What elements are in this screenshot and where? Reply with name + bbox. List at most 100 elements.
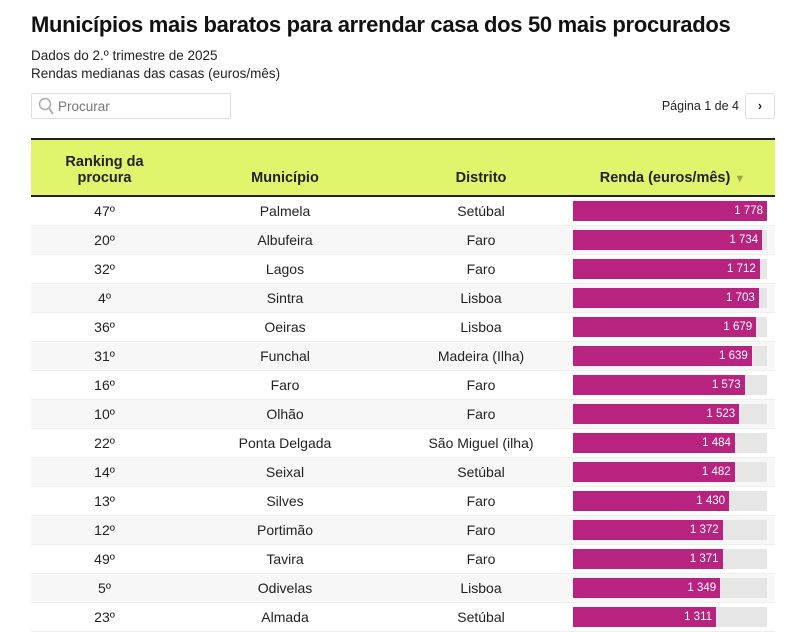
- cell-municipio: Seixal: [178, 457, 392, 487]
- cell-rank: 47º: [31, 196, 178, 226]
- search-input[interactable]: Procurar: [31, 93, 231, 119]
- data-table: Ranking da procura Município Distrito Re…: [31, 138, 775, 632]
- next-page-button[interactable]: ›: [745, 93, 775, 119]
- table-row: 5º Odivelas Lisboa 1 349: [31, 573, 775, 603]
- cell-renda: 1 703: [570, 283, 775, 313]
- column-header-distrito[interactable]: Distrito: [455, 170, 507, 186]
- cell-renda: 1 639: [570, 341, 775, 371]
- cell-municipio: Oeiras: [178, 312, 392, 342]
- cell-rank: 16º: [31, 370, 178, 400]
- subtitle-units: Rendas medianas das casas (euros/mês): [31, 66, 281, 81]
- cell-municipio: Silves: [178, 486, 392, 516]
- bar-track: 1 371: [573, 549, 767, 569]
- renda-bar: 1 523: [573, 404, 740, 424]
- cell-distrito: Lisboa: [392, 312, 570, 342]
- cell-distrito: Faro: [392, 254, 570, 284]
- cell-municipio: Odivelas: [178, 573, 392, 603]
- table-row: 13º Silves Faro 1 430: [31, 486, 775, 516]
- renda-bar: 1 734: [573, 230, 763, 250]
- cell-renda: 1 484: [570, 428, 775, 458]
- search-placeholder: Procurar: [58, 98, 110, 114]
- cell-rank: 10º: [31, 399, 178, 429]
- bar-track: 1 430: [573, 491, 767, 511]
- cell-renda: 1 311: [570, 602, 775, 632]
- renda-bar: 1 372: [573, 520, 723, 540]
- pagination: Página 1 de 4 ›: [662, 93, 775, 119]
- table-row: 36º Oeiras Lisboa 1 679: [31, 312, 775, 342]
- cell-rank: 23º: [31, 602, 178, 632]
- column-header-renda[interactable]: Renda (euros/mês) ▼: [599, 170, 746, 186]
- bar-track: 1 349: [573, 578, 767, 598]
- cell-distrito: Lisboa: [392, 573, 570, 603]
- cell-distrito: Setúbal: [392, 196, 570, 226]
- column-header-municipio[interactable]: Município: [251, 170, 319, 186]
- cell-renda: 1 734: [570, 225, 775, 255]
- cell-rank: 20º: [31, 225, 178, 255]
- table-row: 4º Sintra Lisboa 1 703: [31, 283, 775, 313]
- cell-renda: 1 371: [570, 544, 775, 574]
- bar-track: 1 523: [573, 404, 767, 424]
- table-row: 22º Ponta Delgada São Miguel (ilha) 1 48…: [31, 428, 775, 458]
- cell-rank: 32º: [31, 254, 178, 284]
- column-header-ranking[interactable]: Ranking da procura: [65, 154, 144, 186]
- cell-municipio: Ponta Delgada: [178, 428, 392, 458]
- page-title: Municípios mais baratos para arrendar ca…: [31, 12, 731, 37]
- page-indicator: Página 1 de 4: [661, 99, 739, 113]
- renda-bar: 1 484: [573, 433, 735, 453]
- cell-rank: 5º: [31, 573, 178, 603]
- cell-rank: 14º: [31, 457, 178, 487]
- cell-rank: 12º: [31, 515, 178, 545]
- cell-rank: 36º: [31, 312, 178, 342]
- cell-renda: 1 482: [570, 457, 775, 487]
- cell-renda: 1 679: [570, 312, 775, 342]
- cell-distrito: Faro: [392, 544, 570, 574]
- cell-distrito: Setúbal: [392, 457, 570, 487]
- bar-track: 1 484: [573, 433, 767, 453]
- bar-track: 1 372: [573, 520, 767, 540]
- cell-municipio: Tavira: [178, 544, 392, 574]
- cell-renda: 1 430: [570, 486, 775, 516]
- cell-renda: 1 349: [570, 573, 775, 603]
- table-row: 10º Olhão Faro 1 523: [31, 399, 775, 429]
- renda-bar: 1 778: [573, 201, 767, 221]
- renda-bar: 1 311: [573, 607, 717, 627]
- cell-renda: 1 573: [570, 370, 775, 400]
- table-row: 31º Funchal Madeira (Ilha) 1 639: [31, 341, 775, 371]
- cell-municipio: Funchal: [178, 341, 392, 371]
- cell-distrito: Madeira (Ilha): [392, 341, 570, 371]
- bar-track: 1 734: [573, 230, 767, 250]
- cell-municipio: Olhão: [178, 399, 392, 429]
- cell-municipio: Almada: [178, 602, 392, 632]
- cell-distrito: Setúbal: [392, 602, 570, 632]
- cell-municipio: Albufeira: [178, 225, 392, 255]
- renda-bar: 1 430: [573, 491, 730, 511]
- cell-distrito: Faro: [392, 370, 570, 400]
- cell-distrito: São Miguel (ilha): [392, 428, 570, 458]
- table-row: 12º Portimão Faro 1 372: [31, 515, 775, 545]
- cell-municipio: Faro: [178, 370, 392, 400]
- search-icon: [38, 97, 54, 115]
- table-row: 20º Albufeira Faro 1 734: [31, 225, 775, 255]
- cell-renda: 1 372: [570, 515, 775, 545]
- cell-rank: 4º: [31, 283, 178, 313]
- bar-track: 1 482: [573, 462, 767, 482]
- cell-renda: 1 712: [570, 254, 775, 284]
- subtitle-date: Dados do 2.º trimestre de 2025: [31, 48, 218, 63]
- renda-bar: 1 349: [573, 578, 721, 598]
- renda-bar: 1 482: [573, 462, 735, 482]
- cell-rank: 49º: [31, 544, 178, 574]
- cell-rank: 22º: [31, 428, 178, 458]
- cell-distrito: Faro: [392, 225, 570, 255]
- renda-bar: 1 703: [573, 288, 759, 308]
- bar-track: 1 712: [573, 259, 767, 279]
- cell-renda: 1 778: [570, 196, 775, 226]
- bar-track: 1 573: [573, 375, 767, 395]
- cell-distrito: Faro: [392, 486, 570, 516]
- cell-distrito: Faro: [392, 515, 570, 545]
- cell-municipio: Sintra: [178, 283, 392, 313]
- bar-track: 1 311: [573, 607, 767, 627]
- table-row: 47º Palmela Setúbal 1 778: [31, 196, 775, 226]
- renda-bar: 1 679: [573, 317, 757, 337]
- bar-track: 1 778: [573, 201, 767, 221]
- bar-track: 1 703: [573, 288, 767, 308]
